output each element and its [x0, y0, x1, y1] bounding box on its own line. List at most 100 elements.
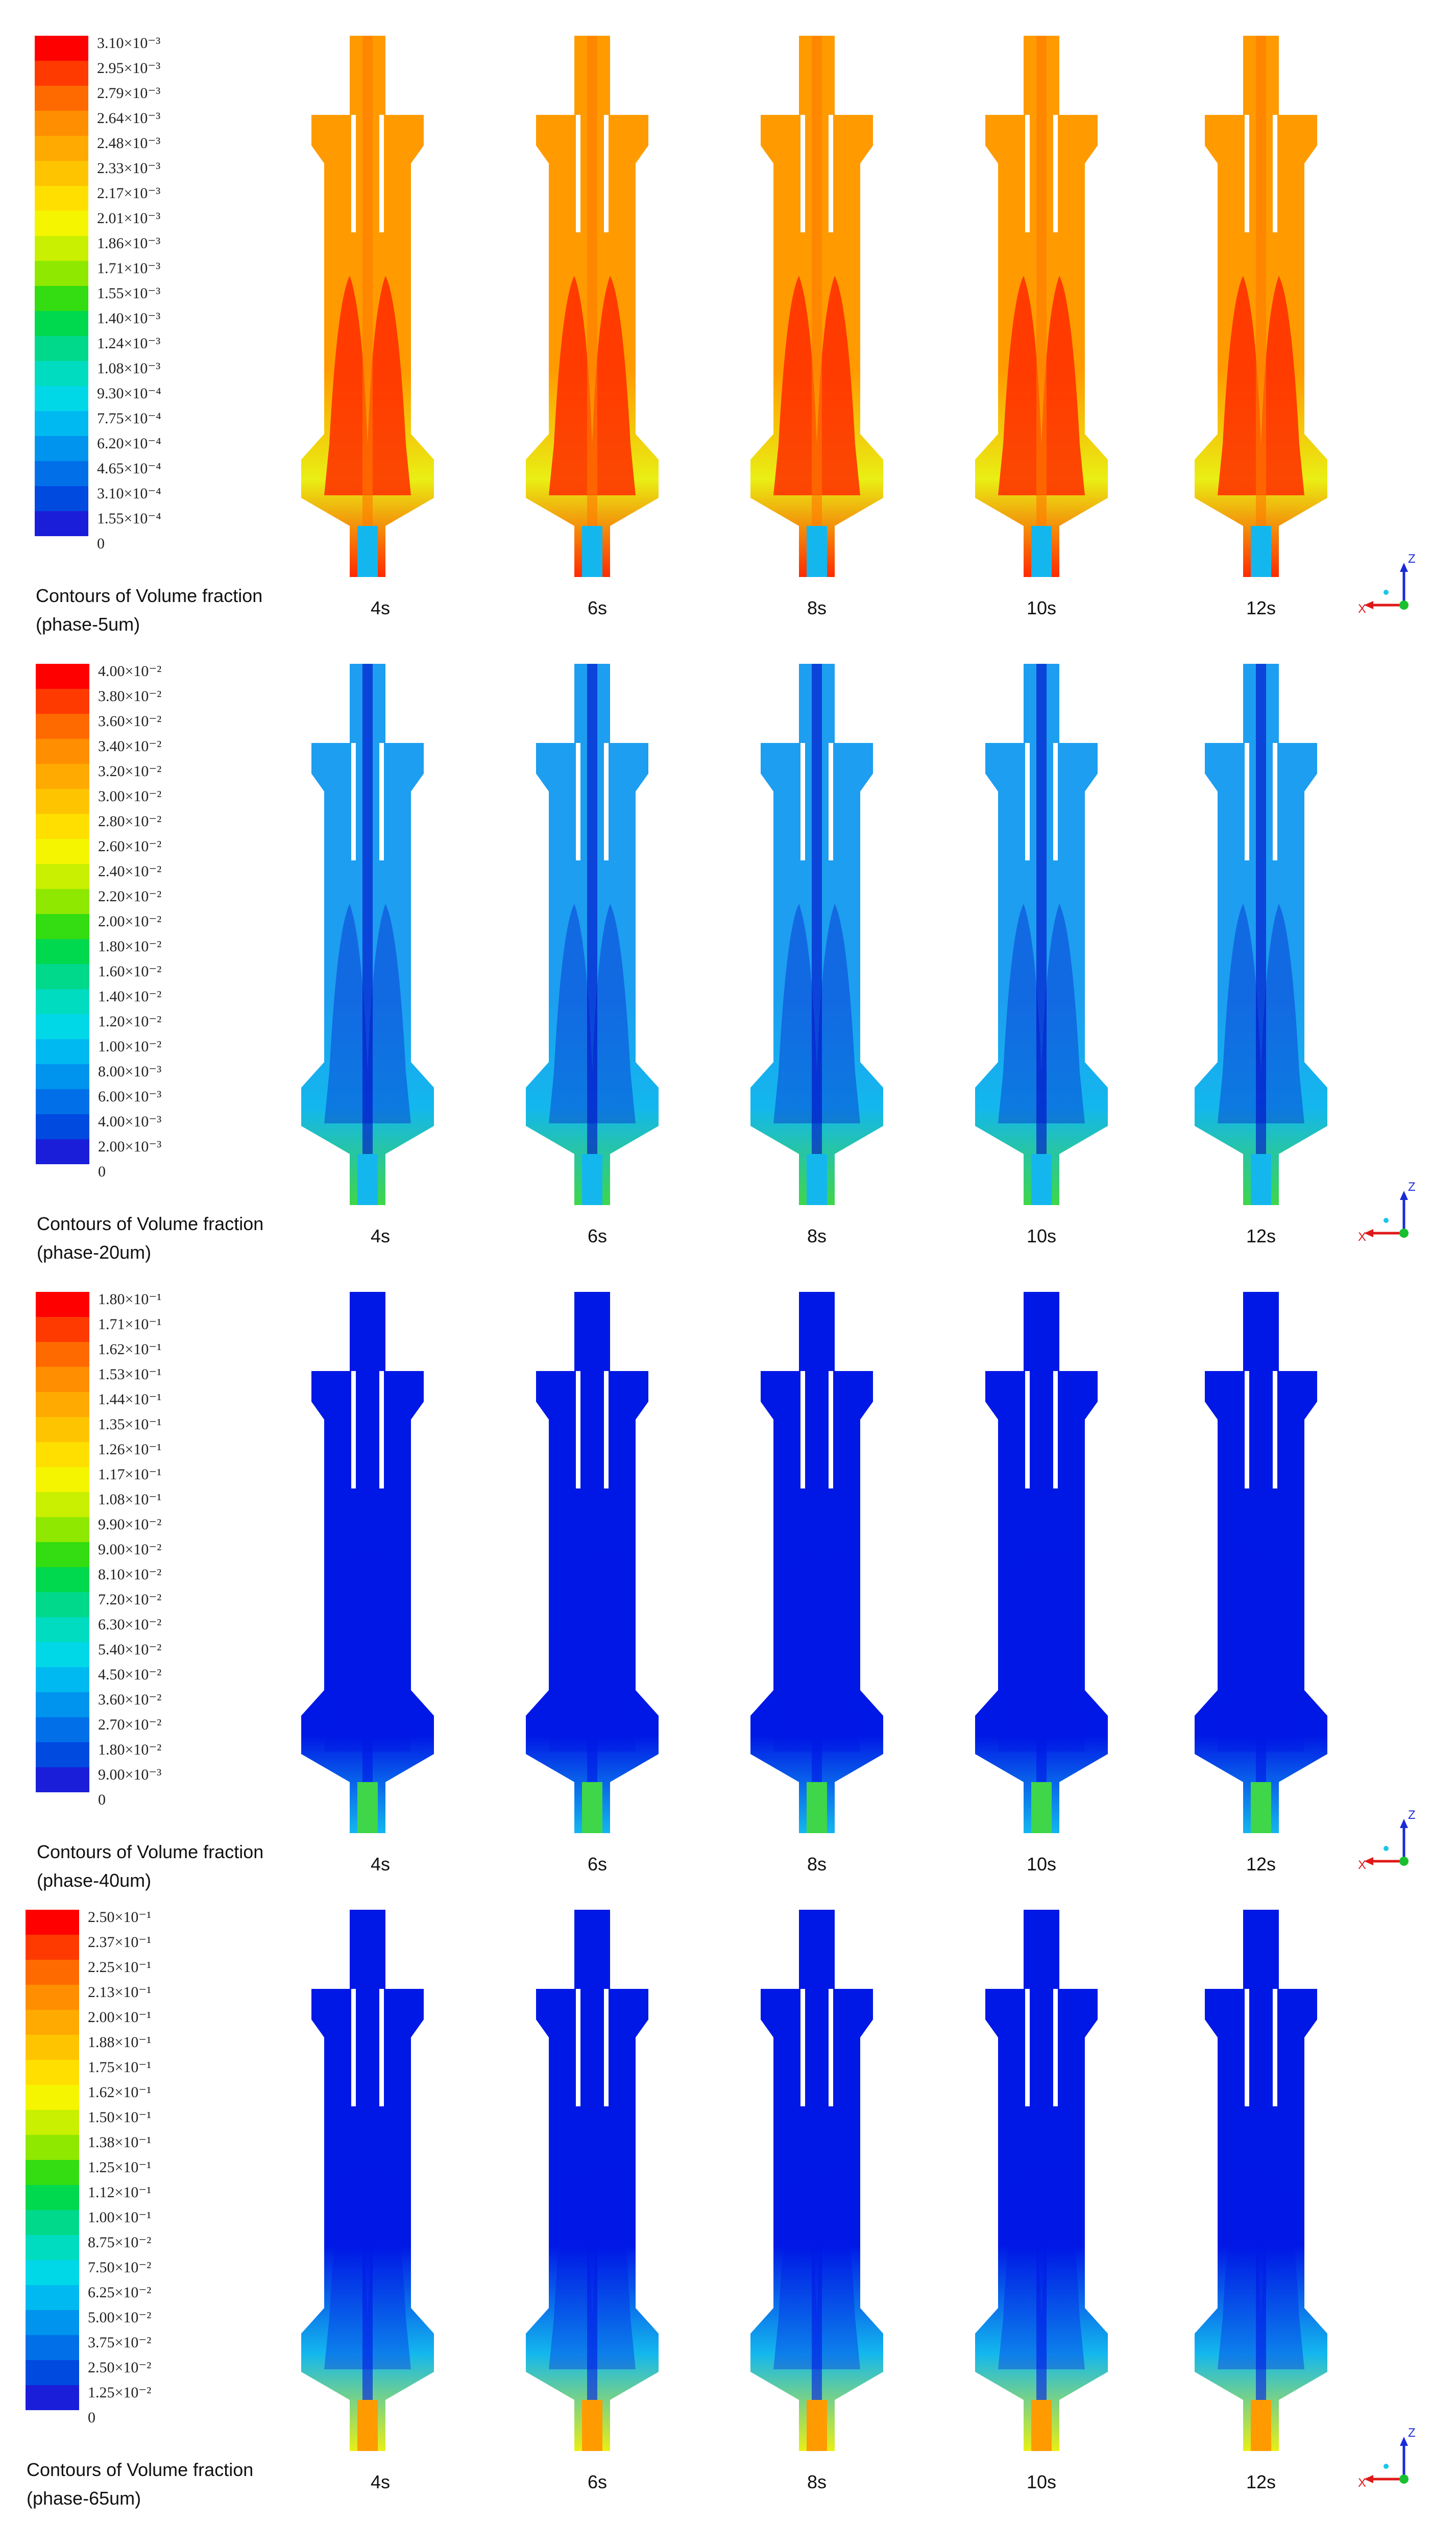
contour-lobes	[773, 904, 860, 1123]
outlet-pipe	[807, 526, 827, 577]
legend-label: 1.17×10⁻¹	[98, 1466, 162, 1483]
outlet-pipe	[1251, 526, 1271, 577]
contour-lobes	[773, 2150, 860, 2369]
legend-swatch	[36, 1442, 89, 1467]
legend-label: 2.64×10⁻³	[97, 110, 161, 127]
time-label: 6s	[587, 1226, 608, 1246]
panel-5um: 3.10×10⁻³ 2.95×10⁻³ 2.79×10⁻³ 2.64×10⁻³ 2.48…	[0, 36, 1456, 638]
legend-label: 8.00×10⁻³	[98, 1063, 162, 1080]
contour-plot-12s	[1179, 664, 1343, 1223]
legend-label: 1.26×10⁻¹	[98, 1441, 162, 1458]
legend-label: 2.60×10⁻²	[98, 838, 162, 855]
time-label: 6s	[587, 2471, 608, 2492]
inner-tube-wall	[379, 743, 384, 860]
contour-plot-4s	[286, 1910, 449, 2469]
contour-plot-10s	[960, 1292, 1123, 1851]
legend-swatch	[26, 2360, 79, 2385]
legend-label: 2.79×10⁻³	[97, 85, 161, 102]
core-streak	[1256, 1292, 1266, 1782]
legend-label: 2.17×10⁻³	[97, 185, 161, 202]
core-streak	[1256, 1910, 1266, 2400]
outlet-pipe	[582, 1782, 602, 1833]
inner-tube-wall	[1273, 115, 1277, 232]
legend-label: 1.55×10⁻³	[97, 285, 161, 302]
x-axis-label: X	[1358, 1858, 1366, 1872]
legend-swatch	[35, 286, 88, 311]
inner-tube-wall	[1273, 743, 1277, 860]
legend-swatch	[36, 1342, 89, 1367]
legend-swatch	[36, 1617, 89, 1642]
contour-lobes	[1218, 1532, 1304, 1751]
contour-plot-12s	[1179, 36, 1343, 595]
legend-swatch	[36, 1292, 89, 1317]
panel-40um: 1.80×10⁻¹ 1.71×10⁻¹ 1.62×10⁻¹ 1.53×10⁻¹ 1.44…	[0, 1292, 1456, 1894]
legend-label: 2.48×10⁻³	[97, 135, 161, 152]
contour-plot-6s	[511, 1910, 674, 2469]
legend-swatch	[35, 186, 88, 211]
core-streak	[587, 664, 597, 1154]
time-label: 8s	[807, 1854, 827, 1875]
legend-swatch	[36, 1014, 89, 1039]
caption-line: (phase-5um)	[36, 613, 140, 635]
time-label: 12s	[1246, 2471, 1276, 2492]
legend-label: 1.71×10⁻¹	[98, 1316, 162, 1333]
colorbar-legend: 4.00×10⁻² 3.80×10⁻² 3.60×10⁻² 3.40×10⁻² 3.20…	[36, 664, 301, 1199]
time-label: 10s	[1026, 1226, 1057, 1246]
legend-swatch	[36, 1392, 89, 1417]
core-streak	[1036, 664, 1047, 1154]
outlet-pipe	[1251, 1154, 1271, 1205]
contour-lobes	[1218, 904, 1304, 1123]
legend-label: 1.80×10⁻²	[98, 938, 162, 955]
legend-label: 1.62×10⁻¹	[98, 1341, 162, 1358]
caption-line: Contours of Volume fraction	[37, 1841, 264, 1862]
outlet-pipe	[357, 1782, 378, 1833]
core-streak	[812, 36, 822, 526]
legend-swatch	[36, 1089, 89, 1114]
legend-label: 0	[97, 535, 105, 552]
legend-label: 1.60×10⁻²	[98, 963, 162, 980]
legend-caption: Contours of Volume fraction (phase-65um)	[27, 2456, 253, 2513]
legend-swatch	[35, 386, 88, 411]
legend-swatch	[26, 2185, 79, 2210]
legend-label: 0	[98, 1163, 106, 1180]
colorbar-legend: 3.10×10⁻³ 2.95×10⁻³ 2.79×10⁻³ 2.64×10⁻³ 2.48…	[35, 36, 300, 571]
legend-swatch	[26, 1910, 79, 1935]
legend-label: 4.00×10⁻³	[98, 1113, 162, 1130]
legend-swatch	[35, 361, 88, 386]
legend-label: 1.80×10⁻²	[98, 1741, 162, 1758]
time-label: 4s	[370, 1854, 391, 1875]
legend-label: 2.01×10⁻³	[97, 210, 161, 227]
legend-label: 2.95×10⁻³	[97, 60, 161, 77]
legend-label: 1.24×10⁻³	[97, 335, 161, 352]
legend-swatch	[36, 889, 89, 914]
inner-tube-wall	[1273, 1989, 1277, 2106]
contour-plot-4s	[286, 664, 449, 1223]
contour-plot-12s	[1179, 1292, 1343, 1851]
legend-swatch	[36, 664, 89, 689]
legend-swatch	[36, 1567, 89, 1592]
inner-tube-wall	[1025, 1989, 1030, 2106]
contour-lobes	[324, 1532, 411, 1751]
z-axis-label: Z	[1408, 552, 1416, 566]
legend-swatch	[26, 1935, 79, 1960]
legend-label: 1.62×10⁻¹	[88, 2084, 152, 2101]
legend-label: 1.44×10⁻¹	[98, 1391, 162, 1408]
core-streak	[362, 1910, 373, 2400]
time-label: 4s	[370, 597, 391, 618]
legend-label: 3.10×10⁻⁴	[97, 485, 161, 502]
caption-line: (phase-20um)	[37, 1241, 152, 1263]
time-label: 12s	[1246, 597, 1276, 618]
legend-swatch	[26, 2260, 79, 2285]
contour-lobes	[998, 1532, 1085, 1751]
legend-swatch	[35, 161, 88, 186]
legend-label: 3.60×10⁻²	[98, 713, 162, 730]
legend-label: 2.25×10⁻¹	[88, 1959, 152, 1976]
z-axis-label: Z	[1408, 1808, 1416, 1822]
legend-swatch	[35, 311, 88, 336]
inner-tube-wall	[604, 743, 609, 860]
core-streak	[1256, 664, 1266, 1154]
legend-label: 3.75×10⁻²	[88, 2334, 152, 2351]
inner-tube-wall	[351, 743, 356, 860]
